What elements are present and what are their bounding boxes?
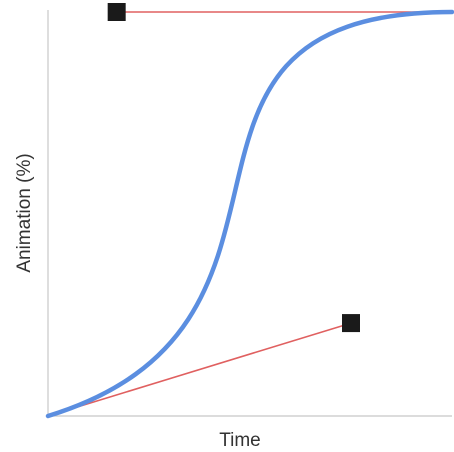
x-axis-label: Time	[219, 430, 261, 451]
start-handle-line	[47, 322, 352, 417]
y-axis-label: Animation (%)	[14, 153, 35, 272]
easing-curve	[45, 9, 454, 419]
control-handle-p2[interactable]	[107, 3, 126, 21]
control-handle-p1[interactable]	[342, 314, 360, 333]
